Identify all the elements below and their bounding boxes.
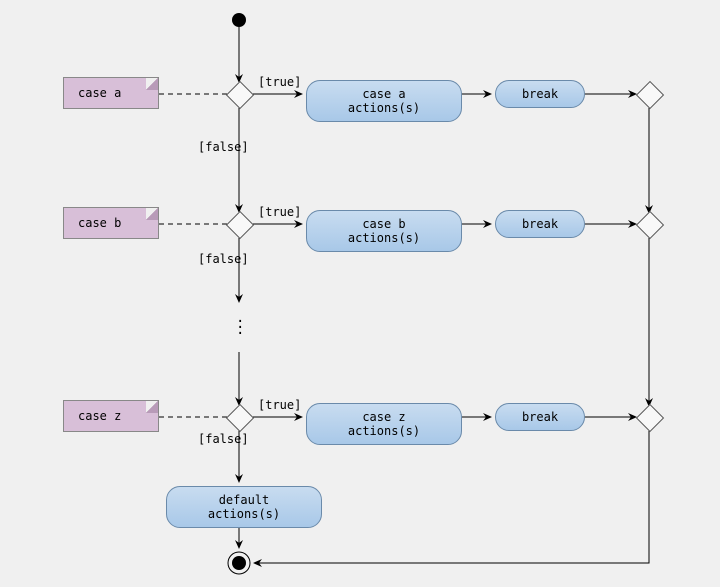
note-case-b: case b [63, 207, 159, 239]
action-label: default actions(s) [208, 493, 280, 521]
action-default: default actions(s) [166, 486, 322, 528]
break-case-a: break [495, 80, 585, 108]
guard-false-b: [false] [198, 252, 249, 266]
guard-true-b: [true] [258, 205, 301, 219]
break-case-z: break [495, 403, 585, 431]
action-label: case z actions(s) [348, 410, 420, 438]
note-label: case z [78, 409, 121, 423]
action-label: case a actions(s) [348, 87, 420, 115]
action-case-b: case b actions(s) [306, 210, 462, 252]
break-label: break [522, 217, 558, 231]
guard-false-z: [false] [198, 432, 249, 446]
note-label: case a [78, 86, 121, 100]
break-label: break [522, 87, 558, 101]
action-case-a: case a actions(s) [306, 80, 462, 122]
guard-true-z: [true] [258, 398, 301, 412]
ellipsis: ... [236, 315, 244, 333]
guard-false-a: [false] [198, 140, 249, 154]
note-label: case b [78, 216, 121, 230]
note-case-z: case z [63, 400, 159, 432]
note-case-a: case a [63, 77, 159, 109]
activity-diagram: case a [true] [false] case a actions(s) … [0, 0, 720, 587]
break-label: break [522, 410, 558, 424]
action-label: case b actions(s) [348, 217, 420, 245]
break-case-b: break [495, 210, 585, 238]
guard-true-a: [true] [258, 75, 301, 89]
action-case-z: case z actions(s) [306, 403, 462, 445]
